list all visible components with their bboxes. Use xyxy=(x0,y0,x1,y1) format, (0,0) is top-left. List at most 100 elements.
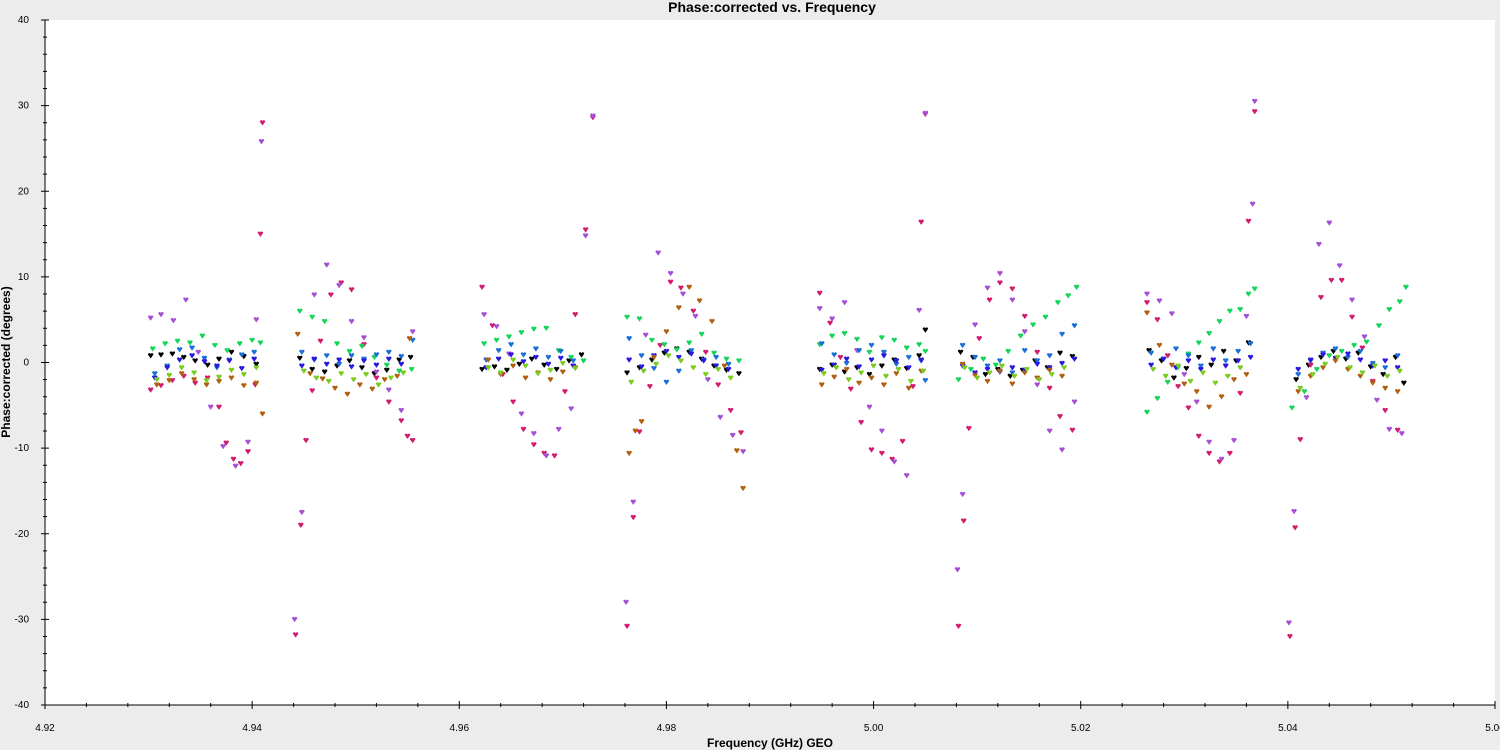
data-point xyxy=(344,391,351,397)
data-point xyxy=(1245,218,1252,225)
data-point xyxy=(1048,371,1055,378)
data-point xyxy=(545,361,552,368)
data-point xyxy=(568,406,574,412)
data-point xyxy=(959,342,966,349)
data-point xyxy=(183,297,189,303)
data-point xyxy=(238,365,245,372)
data-point xyxy=(663,329,670,335)
data-point xyxy=(1175,383,1181,390)
data-point xyxy=(493,323,500,330)
data-point xyxy=(1069,353,1076,360)
data-point xyxy=(908,378,914,385)
data-point xyxy=(1065,293,1072,299)
data-point xyxy=(999,363,1005,369)
data-point xyxy=(974,375,980,381)
data-point xyxy=(407,354,414,361)
data-point xyxy=(868,342,875,349)
data-point xyxy=(166,372,173,379)
data-point xyxy=(879,450,885,457)
data-point xyxy=(311,292,318,298)
data-point xyxy=(309,366,316,373)
data-point xyxy=(1309,371,1316,378)
data-point xyxy=(1021,347,1028,354)
chart-title: Phase:corrected vs. Frequency xyxy=(668,0,876,15)
data-point xyxy=(690,365,697,371)
data-point xyxy=(663,379,670,385)
data-point xyxy=(334,341,340,347)
data-point xyxy=(1220,348,1227,355)
data-point xyxy=(638,364,645,370)
data-point xyxy=(717,414,724,421)
data-point xyxy=(257,231,264,237)
data-point xyxy=(303,437,309,444)
data-point xyxy=(883,373,889,379)
data-point xyxy=(357,382,363,388)
data-point xyxy=(1403,284,1409,290)
data-point xyxy=(396,368,403,374)
data-point xyxy=(531,326,537,332)
data-point xyxy=(1401,380,1407,386)
data-point xyxy=(228,367,235,374)
data-point xyxy=(1332,346,1339,352)
data-point xyxy=(386,387,392,393)
data-point xyxy=(555,426,562,433)
data-point xyxy=(1156,342,1163,349)
data-point xyxy=(972,372,978,379)
x-tick-label: 4.94 xyxy=(242,723,262,734)
data-point xyxy=(1059,331,1065,338)
data-point xyxy=(236,341,243,347)
data-point xyxy=(578,352,585,358)
data-point xyxy=(709,318,715,325)
data-point xyxy=(485,357,492,363)
data-point xyxy=(568,354,574,361)
data-point xyxy=(216,404,222,410)
data-point xyxy=(1307,357,1314,363)
data-point xyxy=(997,270,1003,277)
data-point xyxy=(1206,450,1212,457)
data-point xyxy=(516,361,523,368)
data-point xyxy=(1148,362,1154,368)
data-point xyxy=(905,385,912,391)
data-point xyxy=(727,375,734,381)
data-point xyxy=(545,354,552,361)
data-point xyxy=(657,342,664,349)
data-point xyxy=(323,361,330,368)
data-point xyxy=(307,371,313,377)
data-point xyxy=(147,353,154,359)
x-tick-label: 4.98 xyxy=(657,723,677,734)
data-point xyxy=(1061,365,1067,371)
data-point xyxy=(1237,306,1244,313)
data-point xyxy=(176,347,183,353)
data-point xyxy=(980,356,987,362)
data-point xyxy=(1171,375,1177,381)
data-point xyxy=(162,341,168,347)
data-point xyxy=(547,367,554,374)
data-point xyxy=(715,366,722,373)
data-point xyxy=(1243,313,1250,320)
data-point xyxy=(169,351,176,357)
data-point xyxy=(690,308,697,314)
x-axis-label: Frequency (GHz) GEO xyxy=(707,736,833,750)
data-point xyxy=(676,368,682,374)
data-point xyxy=(1251,98,1258,105)
data-point xyxy=(1185,358,1192,364)
data-point xyxy=(1398,431,1405,437)
data-point xyxy=(189,345,195,351)
data-point xyxy=(1200,370,1206,376)
data-point xyxy=(955,377,962,383)
data-point xyxy=(818,382,825,388)
data-point xyxy=(258,139,265,145)
data-point xyxy=(518,411,525,417)
data-point xyxy=(582,227,589,233)
data-point xyxy=(1291,508,1297,515)
data-point xyxy=(199,333,206,339)
data-point xyxy=(191,377,197,383)
data-point xyxy=(557,355,564,362)
data-point xyxy=(997,280,1003,286)
data-point xyxy=(489,323,496,329)
data-point xyxy=(520,352,527,358)
data-point xyxy=(955,623,962,630)
data-point xyxy=(997,358,1003,364)
data-point xyxy=(1316,241,1322,248)
data-point xyxy=(984,366,991,373)
